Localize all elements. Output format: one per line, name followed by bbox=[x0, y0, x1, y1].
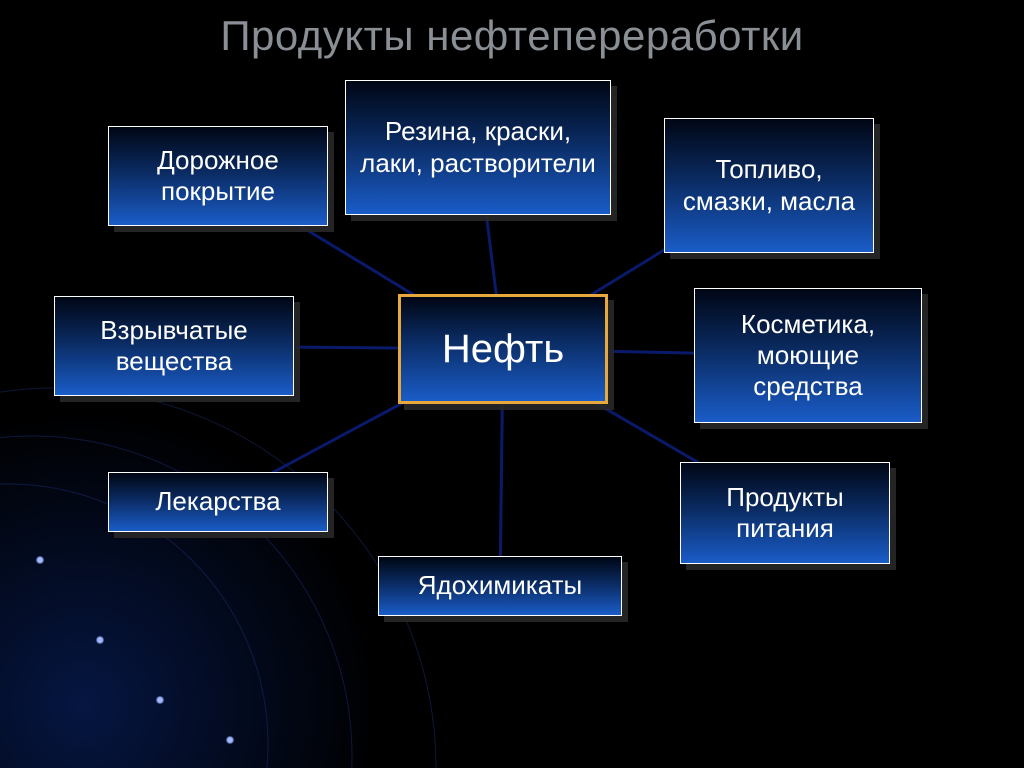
node-box: Дорожное покрытие bbox=[108, 126, 328, 226]
diagram-node: Лекарства bbox=[108, 472, 328, 532]
center-node: Нефть bbox=[398, 294, 608, 404]
node-label: Косметика, моющие средства bbox=[709, 309, 907, 403]
node-box: Нефть bbox=[398, 294, 608, 404]
diagram-node: Ядохимикаты bbox=[378, 556, 622, 616]
diagram-node: Топливо, смазки, масла bbox=[664, 118, 874, 253]
node-box: Топливо, смазки, масла bbox=[664, 118, 874, 253]
node-label: Взрывчатые вещества bbox=[69, 315, 279, 377]
node-label: Ядохимикаты bbox=[418, 570, 582, 601]
node-box: Косметика, моющие средства bbox=[694, 288, 922, 423]
diagram-node: Взрывчатые вещества bbox=[54, 296, 294, 396]
page-title: Продукты нефтепереработки bbox=[0, 12, 1024, 60]
node-label: Дорожное покрытие bbox=[123, 145, 313, 207]
diagram-node: Косметика, моющие средства bbox=[694, 288, 922, 423]
diagram-node: Резина, краски, лаки, растворители bbox=[345, 80, 611, 215]
node-label: Нефть bbox=[442, 325, 564, 373]
node-label: Топливо, смазки, масла bbox=[679, 154, 859, 216]
node-box: Резина, краски, лаки, растворители bbox=[345, 80, 611, 215]
node-label: Резина, краски, лаки, растворители bbox=[360, 116, 596, 178]
background-glow bbox=[0, 348, 420, 768]
node-box: Продукты питания bbox=[680, 462, 890, 564]
node-label: Продукты питания bbox=[695, 482, 875, 544]
node-box: Взрывчатые вещества bbox=[54, 296, 294, 396]
node-box: Ядохимикаты bbox=[378, 556, 622, 616]
node-box: Лекарства bbox=[108, 472, 328, 532]
node-label: Лекарства bbox=[155, 486, 280, 517]
diagram-node: Дорожное покрытие bbox=[108, 126, 328, 226]
diagram-node: Продукты питания bbox=[680, 462, 890, 564]
